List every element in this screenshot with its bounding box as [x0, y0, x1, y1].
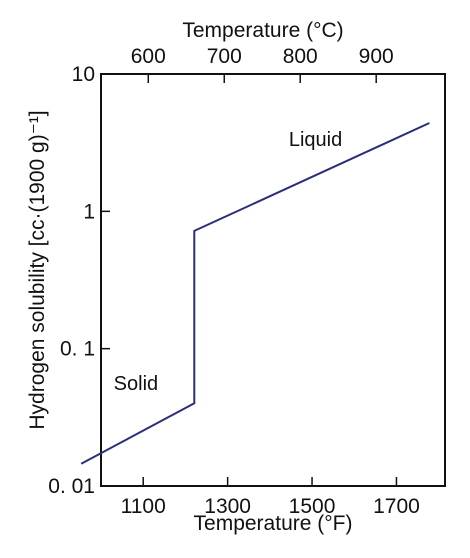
- bottom-axis-title: Temperature (°F): [194, 512, 353, 535]
- phase-label: Solid: [114, 373, 158, 395]
- top-tick-label: 900: [359, 45, 394, 68]
- top-axis-title: Temperature (°C): [182, 19, 343, 42]
- top-tick-label: 800: [283, 45, 318, 68]
- y-tick-label: 0. 01: [48, 475, 95, 498]
- top-tick-label: 600: [131, 45, 166, 68]
- bottom-tick-label: 1300: [204, 495, 251, 518]
- y-axis-title: Hydrogen solubility [cc·(1900 g)⁻¹]: [26, 110, 49, 429]
- y-tick-label: 0. 1: [60, 338, 95, 361]
- series-layer: [80, 122, 430, 465]
- ticks-layer: [101, 73, 398, 487]
- bottom-tick-label: 1500: [289, 495, 336, 518]
- bottom-tick-label: 1100: [121, 495, 166, 518]
- solubility-series-line: [80, 122, 430, 465]
- y-tick-label: 1: [83, 200, 95, 223]
- labels-layer: 1100 1300 1500 1700 600 700 800 900 10 1 0. 1 0. 01: [48, 45, 420, 518]
- bottom-tick-label: 1700: [373, 495, 420, 518]
- phase-label: Liquid: [289, 129, 342, 151]
- y-tick-label: 10: [72, 63, 95, 86]
- plot-frame: [100, 73, 446, 487]
- annotation-layer: Liquid Solid: [114, 129, 343, 395]
- top-tick-label: 700: [207, 45, 242, 68]
